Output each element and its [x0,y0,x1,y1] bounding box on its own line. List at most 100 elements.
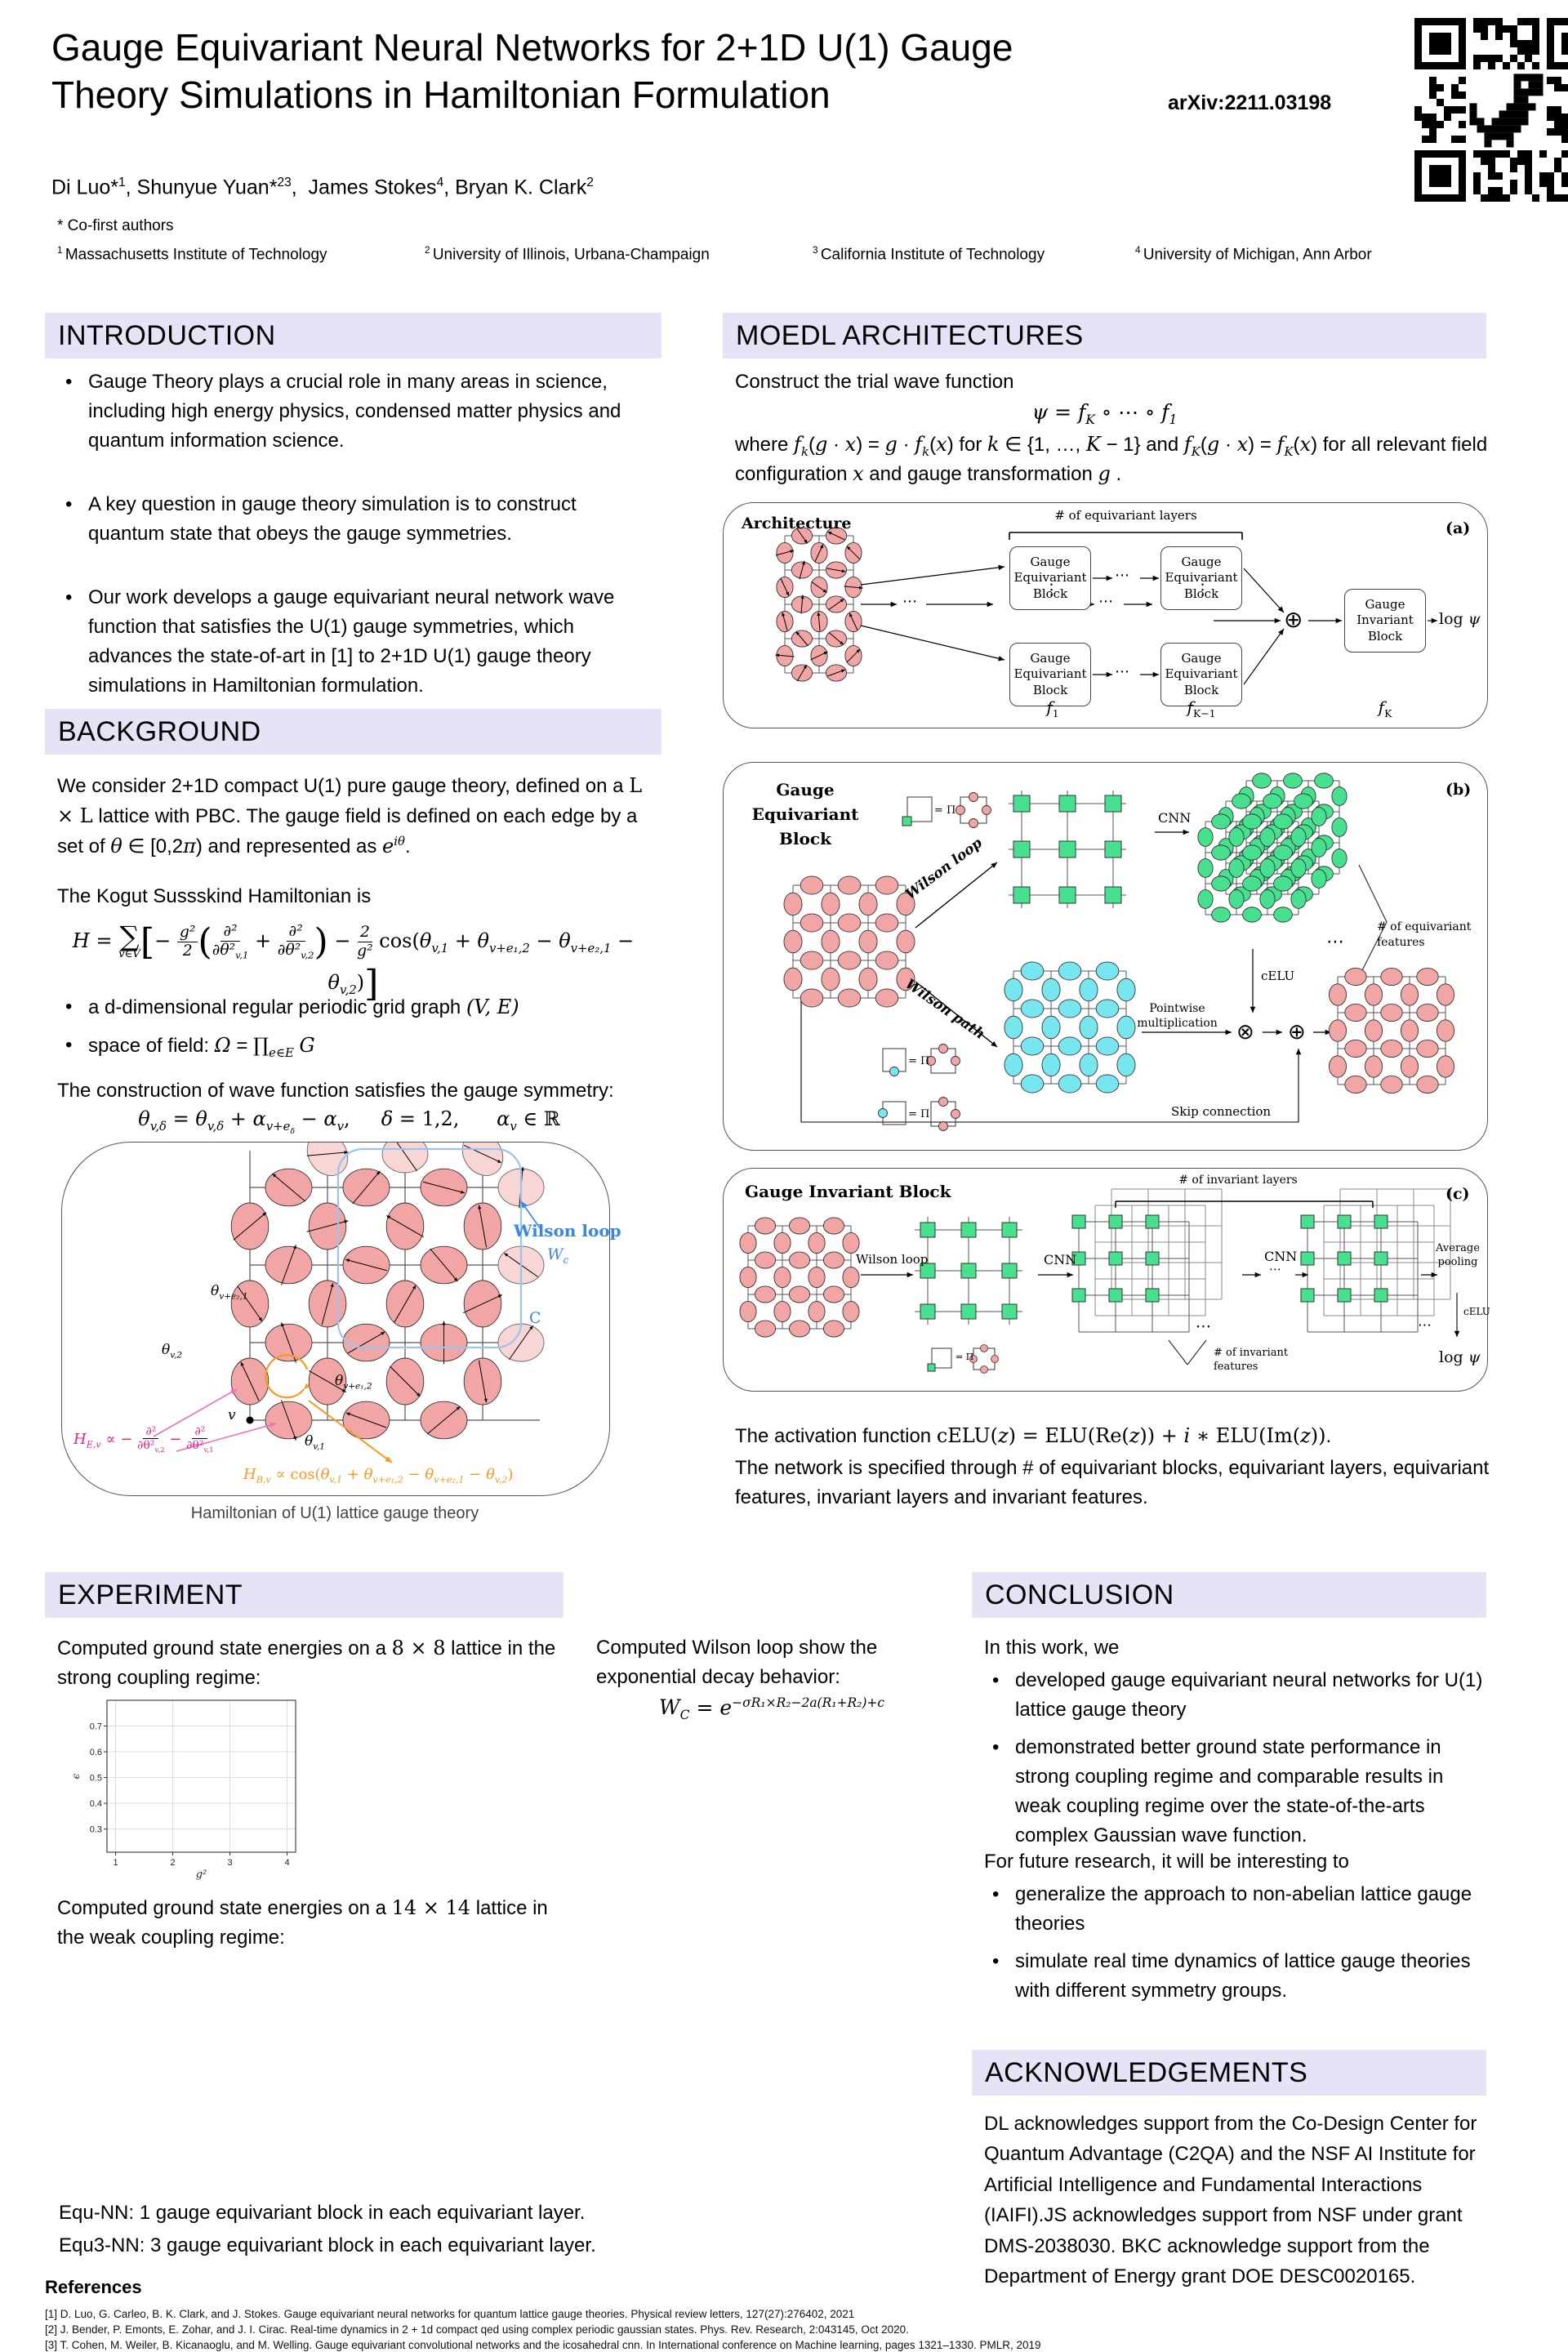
weak-coupling-text: Computed ground state energies on a 14 ×… [57,1896,548,1949]
equivariant-block-figure: Gauge Equivariant Block (b) Wilson loop Wi… [723,762,1488,1151]
construction-line: The construction of wave function satisf… [57,1080,614,1102]
invariant-layers-label: # of invariant layers [1178,1174,1298,1187]
pi-legend-2: = Π [908,1055,930,1067]
lattice-figure-canvas [153,1143,545,1463]
wilson-loop-label-c: Wilson loop [856,1252,929,1267]
svg-text:0.6: 0.6 [90,1748,102,1757]
intro-bullet-2: A key question in gauge theory simulatio… [57,490,647,549]
wilson-loop-label: Wilson loop [514,1221,621,1241]
page-title-line1: Gauge Equivariant Neural Networks for 2+… [51,26,1013,69]
gauge-equivariant-block-4: Gauge Equivariant Block [1160,643,1242,706]
activation-line: The activation function cELU(z) = ELU(Re… [735,1424,1332,1447]
affiliation-3: 3 California Institute of Technology [813,245,1045,264]
log-psi-output-c: log ψ [1439,1348,1481,1366]
svg-text:0.5: 0.5 [90,1774,102,1784]
conclusion-intro: In this work, we [984,1637,1120,1659]
figure-a-title: Architecture [742,514,852,532]
equivariant-layers-label: # of equivariant layers [1054,508,1197,523]
cnn-dots: ⋯ [1269,1263,1281,1276]
architecture-figure-canvas [775,527,1437,685]
future-bullet-2: simulate real time dynamics of lattice g… [984,1947,1489,2006]
cnn-label: CNN [1158,810,1192,826]
background-paragraph: We consider 2+1D compact U(1) pure gauge… [57,774,643,858]
equ-nn-note: Equ-NN: 1 gauge equivariant block in eac… [59,2202,586,2224]
log-psi-output: log ψ [1439,610,1481,628]
lattice-figure: Wilson loop Wc C θv+e₂,1 θv,2 θv+e₁,2 θv… [61,1142,621,1496]
contour-label: C [529,1309,541,1327]
co-first-note: * Co-first authors [57,217,174,234]
model-heading: MOEDL ARCHITECTURES [723,313,1486,359]
svg-text:3: 3 [227,1858,232,1868]
figure-c-tag: (c) [1446,1185,1470,1203]
equivariant-block-canvas [783,773,1455,1131]
dots-bottom: ⋯ [1115,663,1129,679]
theta-ve1-label: θv+e₁,2 [335,1373,372,1392]
pointwise-label: Pointwise multiplication [1137,1002,1218,1031]
fk-label: fK [1378,697,1392,719]
affiliation-2: 2 University of Illinois, Urbana-Champai… [425,245,710,264]
fk-1-label: fK−1 [1187,697,1216,719]
wilson-loop-symbol: Wc [547,1245,569,1266]
intro-bullet-1: Gauge Theory plays a crucial role in man… [57,368,647,456]
architecture-figure: Architecture (a) # of equivariant layers… [723,502,1488,728]
wilson-loop-text: Computed Wilson loop show the exponentia… [596,1637,878,1688]
pi-legend-1: = Π [934,804,956,817]
theta-ve2-label: θv+e₂,1 [211,1283,248,1302]
dots-mid-1: ⋯ [902,593,917,609]
qr-code-image [1414,18,1568,207]
sum-node: ⊕ [1284,607,1303,632]
svg-text:g²: g² [196,1869,207,1881]
svg-text:1: 1 [113,1858,118,1868]
psi-equation: ψ = fK ∘ ⋯ ∘ f1 [1031,400,1178,427]
background-bullets: a d-dimensional regular periodic grid gr… [57,992,647,1070]
skip-connection-label: Skip connection [1171,1104,1272,1119]
stack1-dots: ⋯ [1196,1318,1211,1335]
equ3-nn-note: Equ3-NN: 3 gauge equivariant block in ea… [59,2234,596,2256]
invariant-features-label: # of invariant features [1214,1347,1289,1373]
experiment-heading: EXPERIMENT [45,1572,564,1618]
kogut-line: The Kogut Sussskind Hamiltonian is [57,885,372,907]
figure-c-title: Gauge Invariant Block [745,1182,951,1201]
pi-legend-3: = Π [908,1108,930,1120]
dots-top: ⋯ [1115,567,1129,583]
multiply-node: ⊗ [1236,1019,1254,1044]
reference-1: [1] D. Luo, G. Carleo, B. K. Clark, and … [45,2308,855,2320]
dots-mid-2: ⋯ [1098,593,1113,609]
gauge-equivariant-block-3: Gauge Equivariant Block [1009,643,1091,706]
gauge-equivariant-block-2: Gauge Equivariant Block [1160,546,1242,610]
vdots-2: ⋮ [1195,581,1210,599]
theta-v1-label: θv,1 [305,1433,325,1452]
conclusion-heading: CONCLUSION [972,1572,1486,1618]
cnn-label-c2: CNN [1264,1249,1298,1264]
electric-hamiltonian: HE,v ∝ − ∂² ∂θ²v,2 − ∂² ∂θ²v,1 [74,1425,214,1454]
strong-coupling-text: Computed ground state energies on a 8 × … [57,1637,556,1689]
svg-text:4: 4 [284,1858,289,1868]
affiliation-4: 4 University of Michigan, Ann Arbor [1135,245,1372,264]
pi-legend-c: = Π [956,1352,974,1362]
f1-label: f1 [1046,697,1059,719]
svg-text:0.3: 0.3 [90,1825,102,1835]
average-pooling-label: Average pooling [1436,1242,1480,1268]
where-line: where fk(g · x) = g · fk(x) for k ∈ {1, … [735,433,1488,485]
qr-code [1414,18,1568,209]
background-heading: BACKGROUND [45,709,662,755]
svg-text:ϵ: ϵ [70,1773,82,1779]
arxiv-id: arXiv:2211.03198 [1168,91,1332,114]
intro-heading: INTRODUCTION [45,313,662,359]
gauge-equivariant-block-1: Gauge Equivariant Block [1009,546,1091,610]
reference-3: [3] T. Cohen, M. Weiler, B. Kicanaoglu, … [45,2339,1041,2351]
invariant-block-figure: Gauge Invariant Block (c) Wilson loop CN… [723,1168,1490,1392]
cnn-label-c1: CNN [1044,1252,1077,1267]
svg-text:0.7: 0.7 [90,1722,102,1732]
conclusion-bullets-1: developed gauge equivariant neural netwo… [984,1666,1489,1859]
references-heading: References [45,2277,142,2297]
future-research-line: For future research, it will be interest… [984,1851,1349,1873]
intro-bullet-3: Our work develops a gauge equivariant ne… [57,583,647,701]
vdots-1: ⋮ [1044,581,1059,599]
conclusion-bullet-1: developed gauge equivariant neural netwo… [984,1666,1489,1725]
background-bullet-2: space of field: Ω = ∏e∈E G [57,1031,647,1062]
figure-b-tag: (b) [1446,781,1472,799]
acknowledgements-heading: ACKNOWLEDGEMENTS [972,2050,1486,2096]
